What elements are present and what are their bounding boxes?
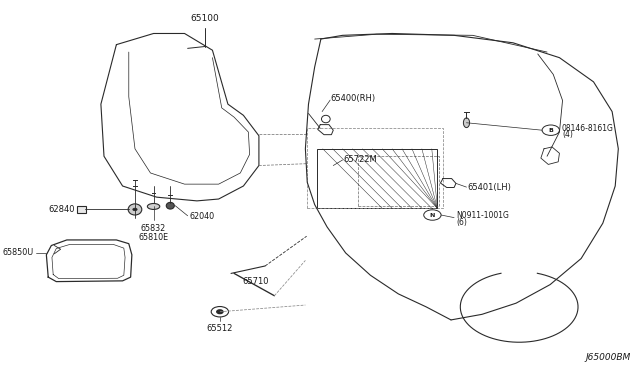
Text: N0911-1001G: N0911-1001G — [456, 211, 509, 220]
Bar — [307, 128, 443, 208]
FancyBboxPatch shape — [77, 206, 86, 213]
Text: (6): (6) — [456, 218, 467, 227]
Text: 65832: 65832 — [141, 224, 166, 233]
Text: 62840: 62840 — [49, 205, 75, 214]
Text: 65401(LH): 65401(LH) — [468, 183, 511, 192]
Ellipse shape — [133, 208, 137, 211]
Bar — [358, 156, 438, 206]
Text: (4): (4) — [562, 130, 573, 139]
Ellipse shape — [166, 202, 174, 209]
Bar — [317, 149, 437, 208]
Text: B: B — [548, 128, 553, 133]
Ellipse shape — [128, 204, 142, 215]
Text: 65100: 65100 — [191, 15, 220, 23]
Text: 65850U: 65850U — [3, 248, 34, 257]
Circle shape — [217, 310, 223, 314]
Text: 65722M: 65722M — [344, 155, 378, 164]
Text: 65400(RH): 65400(RH) — [330, 94, 375, 103]
Text: 65710: 65710 — [242, 277, 269, 286]
Ellipse shape — [321, 115, 330, 123]
Text: 08146-8161G: 08146-8161G — [562, 124, 614, 133]
Ellipse shape — [147, 203, 160, 209]
Ellipse shape — [463, 118, 470, 128]
Text: N: N — [429, 212, 435, 218]
Text: J65000BM: J65000BM — [586, 353, 630, 362]
Text: 65512: 65512 — [207, 324, 233, 333]
Text: 62040: 62040 — [189, 212, 214, 221]
Text: 65810E: 65810E — [138, 232, 168, 241]
